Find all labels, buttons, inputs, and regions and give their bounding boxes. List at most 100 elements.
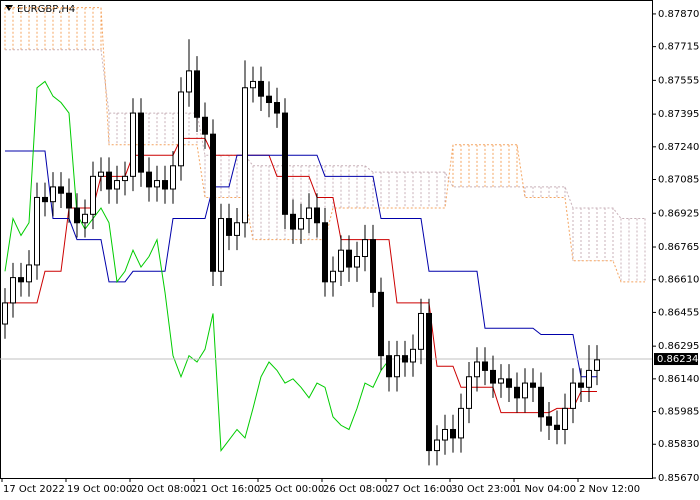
- last-price-label: 0.86234: [657, 354, 698, 365]
- candle-body: [90, 175, 96, 215]
- candle-body: [42, 196, 48, 203]
- candle-body: [10, 277, 16, 304]
- candle-body: [298, 218, 304, 230]
- candle-body: [50, 186, 56, 203]
- candle-body: [314, 207, 320, 224]
- candle-body: [514, 386, 520, 399]
- candle-body: [242, 87, 248, 224]
- candle-body: [586, 369, 592, 388]
- y-tick-label: 0.86295: [658, 341, 699, 352]
- x-tick-label: 19 Oct 00:00: [67, 484, 132, 495]
- candle-body: [258, 80, 264, 97]
- candle-body: [466, 376, 472, 409]
- candle-body: [410, 348, 416, 363]
- candle-body: [386, 355, 392, 378]
- candle-body: [498, 378, 504, 384]
- candle-body: [426, 312, 432, 452]
- candle-body: [562, 407, 568, 430]
- candle-body: [146, 171, 152, 188]
- y-tick-label: 0.86610: [658, 275, 699, 286]
- candle-body: [138, 112, 144, 173]
- y-tick-label: 0.87395: [658, 109, 699, 120]
- candle-body: [114, 180, 120, 190]
- y-tick-label: 0.87870: [658, 9, 699, 20]
- y-tick-label: 0.86925: [658, 208, 699, 219]
- candle-body: [74, 207, 80, 224]
- y-tick-label: 0.87715: [658, 42, 699, 53]
- candle-body: [554, 424, 560, 430]
- x-tick-label: 1 Nov 04:00: [515, 484, 576, 495]
- candle-body: [34, 196, 40, 266]
- candle-body: [194, 70, 200, 118]
- candle-body: [330, 270, 336, 283]
- indicator-line: [4, 80, 390, 452]
- indicator-line: [5, 150, 597, 378]
- y-tick-label: 0.85830: [658, 439, 699, 450]
- candle-body: [122, 175, 128, 182]
- candle-body: [362, 239, 368, 258]
- candle-body: [394, 355, 400, 378]
- x-tick-label: 26 Oct 08:00: [323, 484, 388, 495]
- candle-body: [282, 112, 288, 215]
- x-tick-label: 20 Oct 08:00: [131, 484, 196, 495]
- x-tick-label: 25 Oct 00:00: [259, 484, 324, 495]
- candle-body: [178, 91, 184, 167]
- candle-body: [482, 361, 488, 371]
- candle-body: [218, 218, 224, 272]
- candle-body: [570, 382, 576, 409]
- chart-title: EURGBP,H4: [17, 4, 75, 15]
- candle-body: [354, 256, 360, 268]
- candle-body: [538, 386, 544, 418]
- x-tick-label: 27 Oct 16:00: [387, 484, 452, 495]
- candle-body: [2, 302, 8, 325]
- candle-body: [170, 165, 176, 190]
- candle-body: [474, 361, 480, 378]
- candle-body: [162, 180, 168, 190]
- candle-body: [346, 249, 352, 268]
- candle-body: [290, 213, 296, 230]
- candle-body: [98, 171, 104, 177]
- candle-body: [106, 171, 112, 190]
- candle-body: [506, 378, 512, 388]
- y-tick-label: 0.87240: [658, 142, 699, 153]
- candle-body: [250, 80, 256, 89]
- candle-body: [266, 95, 272, 104]
- candle-body: [58, 186, 64, 194]
- candle-body: [186, 70, 192, 93]
- candle-body: [434, 439, 440, 452]
- candle-body: [442, 428, 448, 441]
- candle-body: [578, 382, 584, 388]
- candle-body: [210, 133, 216, 272]
- candle-body: [82, 213, 88, 224]
- y-tick-label: 0.85670: [658, 473, 699, 484]
- candle-body: [338, 249, 344, 272]
- y-tick-label: 0.85985: [658, 407, 699, 418]
- y-tick-label: 0.87085: [658, 175, 699, 186]
- last-price-box: [654, 353, 698, 366]
- y-tick-label: 0.86765: [658, 242, 699, 253]
- candle-body: [594, 359, 600, 371]
- x-tick-label: 21 Oct 16:00: [195, 484, 260, 495]
- candle-body: [370, 239, 376, 293]
- x-tick-label: 30 Oct 23:00: [451, 484, 516, 495]
- candle-body: [458, 407, 464, 439]
- candle-body: [18, 277, 24, 283]
- candle-body: [130, 112, 136, 177]
- candle-body: [418, 312, 424, 350]
- y-tick-label: 0.86455: [658, 307, 699, 318]
- candle-body: [522, 382, 528, 399]
- candle-body: [202, 116, 208, 135]
- candle-body: [66, 192, 72, 209]
- candle-body: [378, 291, 384, 357]
- candle-body: [306, 207, 312, 220]
- candle-body: [530, 382, 536, 388]
- candle-body: [234, 222, 240, 236]
- candle-body: [226, 218, 232, 236]
- candle-body: [154, 180, 160, 188]
- y-tick-label: 0.87555: [658, 75, 699, 86]
- candle-body: [26, 264, 32, 283]
- x-tick-label: 2 Nov 12:00: [579, 484, 640, 495]
- candle-body: [450, 428, 456, 439]
